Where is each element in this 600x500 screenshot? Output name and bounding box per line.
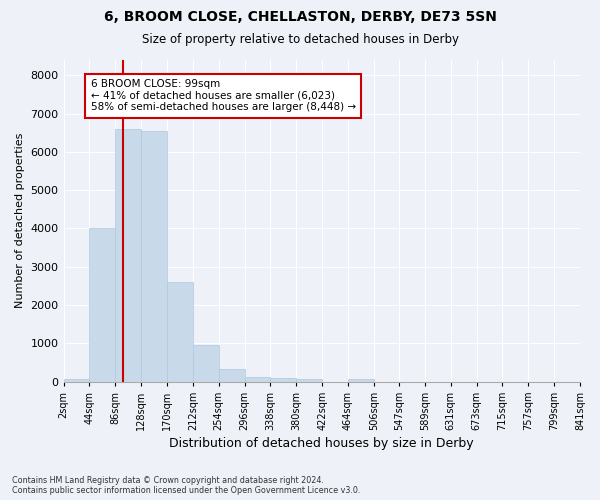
Bar bbox=[89, 228, 115, 382]
Bar bbox=[64, 379, 89, 382]
Bar bbox=[348, 379, 374, 382]
Bar bbox=[218, 370, 245, 382]
Y-axis label: Number of detached properties: Number of detached properties bbox=[15, 133, 25, 308]
Text: 6, BROOM CLOSE, CHELLASTON, DERBY, DE73 5SN: 6, BROOM CLOSE, CHELLASTON, DERBY, DE73 … bbox=[104, 10, 496, 24]
Text: Contains HM Land Registry data © Crown copyright and database right 2024.
Contai: Contains HM Land Registry data © Crown c… bbox=[12, 476, 361, 495]
Bar bbox=[245, 377, 271, 382]
Text: 6 BROOM CLOSE: 99sqm
← 41% of detached houses are smaller (6,023)
58% of semi-de: 6 BROOM CLOSE: 99sqm ← 41% of detached h… bbox=[91, 79, 356, 112]
Bar bbox=[167, 282, 193, 382]
Bar bbox=[271, 378, 296, 382]
Bar bbox=[296, 379, 322, 382]
Bar bbox=[193, 345, 218, 382]
Bar bbox=[141, 131, 167, 382]
Bar bbox=[115, 129, 141, 382]
X-axis label: Distribution of detached houses by size in Derby: Distribution of detached houses by size … bbox=[169, 437, 474, 450]
Text: Size of property relative to detached houses in Derby: Size of property relative to detached ho… bbox=[142, 32, 458, 46]
